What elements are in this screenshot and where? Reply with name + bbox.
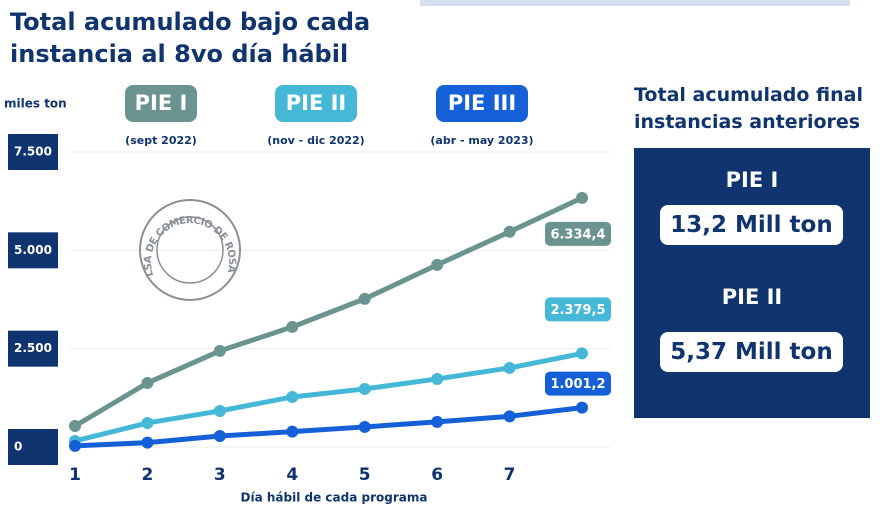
sidebar-name: PIE I <box>725 168 779 192</box>
data-point <box>576 191 588 204</box>
value-label-box <box>545 297 611 322</box>
data-point <box>213 344 226 357</box>
value-label: 1.001,2 <box>550 377 605 392</box>
value-label-box <box>545 221 611 246</box>
legend-label: PIE I <box>135 91 188 115</box>
value-label: 6.334,4 <box>550 227 605 242</box>
series-line <box>73 195 584 429</box>
x-tick-label: 4 <box>286 465 298 485</box>
legend-badge <box>275 85 357 122</box>
data-point <box>503 225 516 238</box>
data-point <box>358 292 371 305</box>
sidebar-value: 5,37 Mill ton <box>660 332 843 372</box>
x-tick-label: 5 <box>359 465 371 485</box>
data-point <box>431 415 444 428</box>
legend-label: PIE II <box>286 91 347 115</box>
legend-period: (nov - dic 2022) <box>267 134 364 147</box>
x-tick-label: 7 <box>504 465 516 485</box>
data-point <box>141 416 154 429</box>
data-point <box>213 429 226 442</box>
seal <box>139 199 241 301</box>
chart-title: Total acumulado bajo cada instancia al 8… <box>10 8 371 68</box>
y-tick-label: 7.500 <box>14 145 52 159</box>
legend-period: (abr - may 2023) <box>430 134 533 147</box>
sidebar-value: 13,2 Mill ton <box>660 205 843 245</box>
x-axis-label: Día hábil de cada programa <box>241 491 428 505</box>
y-tick-box <box>8 330 58 367</box>
sidebar-box: PIE I 13,2 Mill ton PIE II 5,37 Mill ton <box>634 148 870 418</box>
series-line <box>74 350 583 444</box>
data-point <box>69 439 81 452</box>
value-label-box <box>545 371 611 396</box>
sidebar-name: PIE II <box>721 285 783 309</box>
value-label: 2.379,5 <box>550 303 605 318</box>
y-tick-box <box>8 429 58 465</box>
legend-label: PIE III <box>448 91 516 115</box>
legend-badge <box>125 85 197 122</box>
top-bar <box>420 0 850 6</box>
x-tick-label: 6 <box>431 465 443 485</box>
data-point <box>503 410 516 423</box>
y-tick-box <box>8 232 58 269</box>
data-point <box>358 420 371 433</box>
legend-period: (sept 2022) <box>125 134 197 147</box>
data-point <box>141 376 154 389</box>
x-tick-label: 2 <box>142 465 154 485</box>
y-axis-label: miles ton <box>4 97 67 111</box>
y-tick-label: 2.500 <box>14 341 52 355</box>
sidebar-title: Total acumulado final instancias anterio… <box>634 84 864 133</box>
series-line <box>74 405 583 449</box>
data-point <box>286 320 299 333</box>
data-point <box>286 425 299 438</box>
y-tick-label: 0 <box>14 440 22 454</box>
data-point <box>358 382 371 395</box>
data-point <box>141 436 154 449</box>
legend-badge <box>436 85 528 122</box>
data-point <box>576 347 588 360</box>
y-tick-label: 5.000 <box>14 243 52 257</box>
data-point <box>576 401 588 414</box>
data-point <box>286 390 299 403</box>
data-point <box>213 404 226 417</box>
data-point <box>69 419 81 432</box>
seal-inner <box>156 216 224 284</box>
x-tick-label: 3 <box>214 465 226 485</box>
data-point <box>431 372 444 385</box>
data-point <box>503 361 516 374</box>
y-tick-box <box>8 134 58 170</box>
data-point <box>431 258 444 271</box>
x-tick-label: 1 <box>69 465 81 485</box>
